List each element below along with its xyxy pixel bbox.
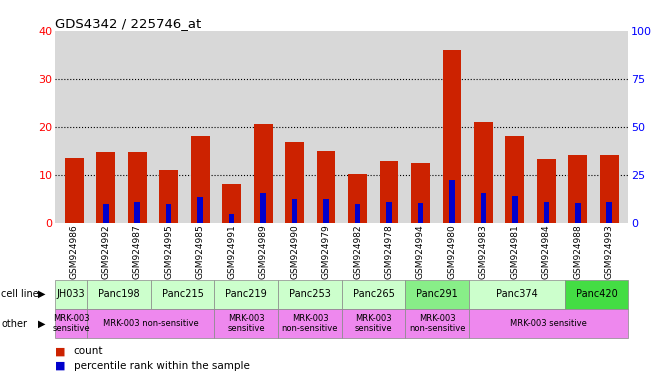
Bar [278, 280, 342, 308]
Bar [568, 155, 587, 223]
Bar [474, 122, 493, 223]
Bar [505, 136, 524, 223]
Bar [151, 280, 214, 308]
Text: GSM924979: GSM924979 [322, 224, 331, 279]
Text: GSM924981: GSM924981 [510, 224, 519, 279]
Text: Panc374: Panc374 [496, 289, 538, 299]
Bar [87, 280, 151, 308]
Bar [87, 310, 214, 338]
Bar [229, 214, 234, 223]
Bar [469, 280, 564, 308]
Text: GSM924978: GSM924978 [385, 224, 393, 279]
Text: count: count [74, 346, 103, 356]
Text: GSM924993: GSM924993 [605, 224, 614, 279]
Bar [166, 204, 171, 223]
Text: MRK-003 non-sensitive: MRK-003 non-sensitive [103, 319, 199, 328]
Text: ▶: ▶ [38, 319, 46, 329]
Bar [214, 310, 278, 338]
Bar [348, 174, 367, 223]
Bar [342, 280, 406, 308]
Bar [537, 159, 556, 223]
Bar [380, 161, 398, 223]
Bar [260, 193, 266, 223]
Bar [564, 280, 628, 308]
Text: GSM924992: GSM924992 [101, 224, 110, 279]
Text: GSM924982: GSM924982 [353, 224, 362, 279]
Bar [55, 310, 87, 338]
Text: GSM924991: GSM924991 [227, 224, 236, 279]
Bar [406, 310, 469, 338]
Bar [103, 204, 109, 223]
Bar [128, 152, 146, 223]
Text: MRK-003
non-sensitive: MRK-003 non-sensitive [409, 314, 465, 333]
Text: Panc291: Panc291 [417, 289, 458, 299]
Text: GSM924985: GSM924985 [196, 224, 204, 279]
Bar [575, 203, 581, 223]
Bar [607, 202, 612, 223]
Bar [159, 170, 178, 223]
Bar [65, 158, 84, 223]
Text: MRK-003
sensitive: MRK-003 sensitive [355, 314, 393, 333]
Text: JH033: JH033 [57, 289, 85, 299]
Bar [323, 199, 329, 223]
Bar [55, 280, 87, 308]
Bar [386, 202, 392, 223]
Text: GSM924988: GSM924988 [574, 224, 583, 279]
Text: percentile rank within the sample: percentile rank within the sample [74, 361, 249, 371]
Bar [355, 204, 361, 223]
Text: GSM924984: GSM924984 [542, 224, 551, 279]
Bar [469, 310, 628, 338]
Bar [285, 142, 304, 223]
Text: MRK-003
sensitive: MRK-003 sensitive [53, 314, 90, 333]
Bar [222, 184, 241, 223]
Text: GSM924987: GSM924987 [133, 224, 142, 279]
Text: cell line: cell line [1, 289, 39, 299]
Text: MRK-003 sensitive: MRK-003 sensitive [510, 319, 587, 328]
Bar [443, 50, 462, 223]
Text: ■: ■ [55, 346, 66, 356]
Text: Panc198: Panc198 [98, 289, 140, 299]
Text: GSM924980: GSM924980 [447, 224, 456, 279]
Text: GSM924995: GSM924995 [164, 224, 173, 279]
Text: GSM924986: GSM924986 [70, 224, 79, 279]
Text: Panc265: Panc265 [353, 289, 395, 299]
Bar [480, 193, 486, 223]
Text: GSM924983: GSM924983 [479, 224, 488, 279]
Text: Panc215: Panc215 [161, 289, 204, 299]
Bar [292, 199, 298, 223]
Bar [418, 203, 423, 223]
Bar [191, 136, 210, 223]
Bar [544, 202, 549, 223]
Text: ▶: ▶ [38, 289, 46, 299]
Bar [512, 196, 518, 223]
Bar [278, 310, 342, 338]
Bar [316, 151, 335, 223]
Text: Panc219: Panc219 [225, 289, 267, 299]
Bar [214, 280, 278, 308]
Bar [197, 197, 203, 223]
Bar [342, 310, 406, 338]
Text: ■: ■ [55, 361, 66, 371]
Text: MRK-003
non-sensitive: MRK-003 non-sensitive [282, 314, 339, 333]
Bar [449, 180, 455, 223]
Bar [134, 202, 140, 223]
Bar [254, 124, 273, 223]
Bar [406, 280, 469, 308]
Bar [600, 155, 618, 223]
Text: Panc420: Panc420 [575, 289, 617, 299]
Bar [411, 163, 430, 223]
Text: GSM924989: GSM924989 [258, 224, 268, 279]
Text: GSM924990: GSM924990 [290, 224, 299, 279]
Text: MRK-003
sensitive: MRK-003 sensitive [227, 314, 265, 333]
Text: Panc253: Panc253 [289, 289, 331, 299]
Text: other: other [1, 319, 27, 329]
Bar [96, 152, 115, 223]
Text: GDS4342 / 225746_at: GDS4342 / 225746_at [55, 17, 202, 30]
Text: GSM924994: GSM924994 [416, 224, 425, 279]
